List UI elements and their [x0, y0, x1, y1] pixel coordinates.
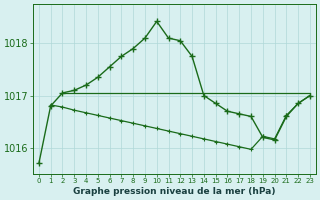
X-axis label: Graphe pression niveau de la mer (hPa): Graphe pression niveau de la mer (hPa): [73, 187, 276, 196]
